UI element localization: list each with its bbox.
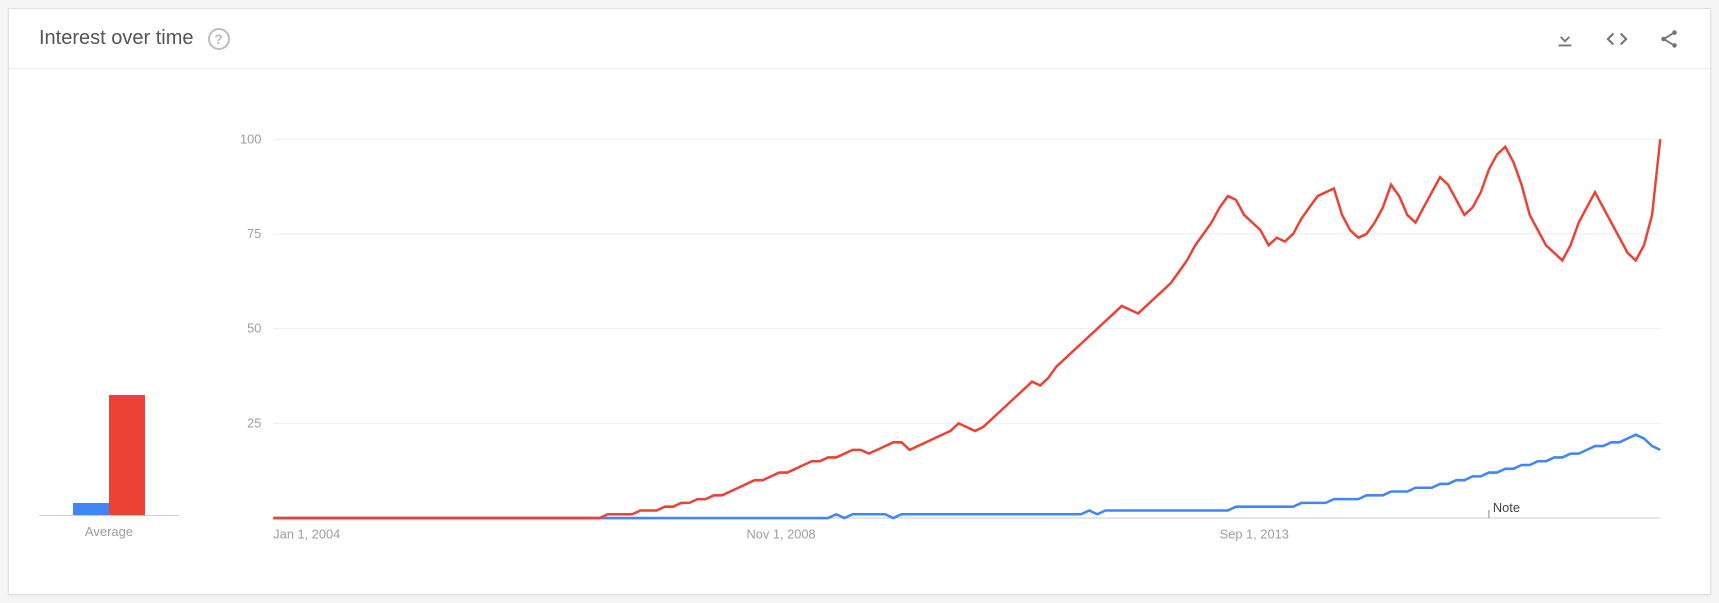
card-header: Interest over time ? [9, 9, 1710, 69]
svg-text:25: 25 [247, 415, 261, 430]
average-panel: Average [39, 129, 179, 559]
help-icon[interactable]: ? [208, 28, 230, 50]
card-title: Interest over time [39, 27, 194, 50]
average-label: Average [85, 524, 133, 539]
line-chart: 25 50 75 100 Jan 1, 2004 Nov 1, 2008 Sep 1, 20… [219, 129, 1680, 559]
chart-svg: 25 50 75 100 Jan 1, 2004 Nov 1, 2008 Sep 1, 20… [219, 129, 1680, 559]
header-actions [1554, 28, 1680, 50]
note-label: Note [1493, 500, 1520, 515]
trends-card: Interest over time ? Average 25 50 75 100 Ja… [8, 8, 1711, 595]
average-bars [39, 396, 179, 516]
series-line [273, 435, 1660, 518]
share-icon[interactable] [1658, 28, 1680, 50]
embed-icon[interactable] [1604, 28, 1630, 50]
card-body: Average 25 50 75 100 Jan 1, 2004 Nov 1, 2008 S… [9, 69, 1710, 589]
average-bar [73, 503, 109, 515]
svg-text:100: 100 [240, 131, 261, 146]
average-bar [109, 395, 145, 515]
download-icon[interactable] [1554, 28, 1576, 50]
svg-text:Nov 1, 2008: Nov 1, 2008 [746, 526, 815, 541]
svg-text:Sep 1, 2013: Sep 1, 2013 [1220, 526, 1289, 541]
header-left: Interest over time ? [39, 27, 230, 50]
svg-text:75: 75 [247, 226, 261, 241]
svg-text:50: 50 [247, 321, 261, 336]
svg-text:Jan 1, 2004: Jan 1, 2004 [273, 526, 340, 541]
